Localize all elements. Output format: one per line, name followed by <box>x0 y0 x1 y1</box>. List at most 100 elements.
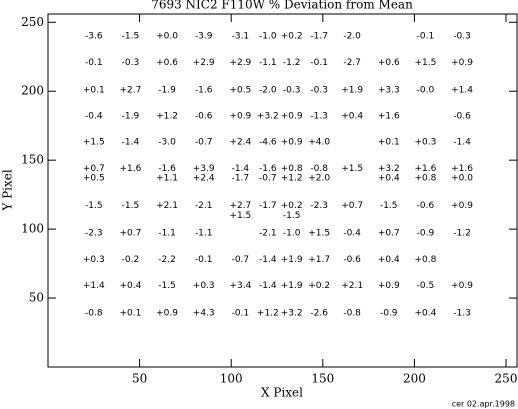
deviation-label: -3.1 <box>232 32 250 42</box>
deviation-label: -2.0 <box>343 32 361 42</box>
deviation-label: -1.5 <box>283 211 301 221</box>
deviation-label: -1.4 <box>259 255 277 265</box>
deviation-label: +3.2 <box>378 164 400 174</box>
deviation-label: +2.0 <box>308 174 330 184</box>
deviation-label: -0.7 <box>259 174 277 184</box>
deviation-label: +2.9 <box>229 58 251 68</box>
deviation-label: +0.7 <box>341 201 363 211</box>
deviation-label: -0.3 <box>310 85 328 95</box>
deviation-label: -0.1 <box>310 58 328 68</box>
deviation-label: -0.1 <box>195 255 213 265</box>
deviation-label: +0.9 <box>156 309 178 319</box>
deviation-label: -3.0 <box>158 138 176 148</box>
deviation-label: +0.4 <box>414 309 436 319</box>
deviation-label: +0.9 <box>229 112 251 122</box>
deviation-label: -0.8 <box>310 164 328 174</box>
deviation-label: -0.1 <box>85 58 103 68</box>
deviation-label: +1.6 <box>120 164 142 174</box>
deviation-label: -2.2 <box>158 255 176 265</box>
deviation-label: +0.1 <box>83 85 105 95</box>
chart-title: 7693 NIC2 F110W % Deviation from Mean <box>151 0 413 12</box>
x-tick-label: 150 <box>311 372 334 386</box>
deviation-label: +1.2 <box>257 309 279 319</box>
deviation-label: +0.4 <box>378 255 400 265</box>
deviation-label: -0.7 <box>195 138 213 148</box>
deviation-label: -1.0 <box>259 32 277 42</box>
deviation-label: +1.5 <box>83 138 105 148</box>
deviation-label: -1.7 <box>259 201 277 211</box>
deviation-label: +1.4 <box>451 85 473 95</box>
deviation-label: -0.8 <box>343 309 361 319</box>
deviation-label: +0.4 <box>341 112 363 122</box>
deviation-label: +3.2 <box>257 112 279 122</box>
deviation-label: -2.3 <box>85 229 103 239</box>
y-tick-label: 200 <box>21 84 44 98</box>
deviation-label: +2.1 <box>341 281 363 291</box>
deviation-label: -0.8 <box>85 309 103 319</box>
deviation-label: -1.0 <box>283 229 301 239</box>
deviation-label: +4.0 <box>308 138 330 148</box>
deviation-label: -1.7 <box>232 174 250 184</box>
deviation-label: +0.8 <box>414 255 436 265</box>
deviation-label: -1.4 <box>122 138 140 148</box>
deviation-label: +3.9 <box>193 164 215 174</box>
deviation-label: +0.0 <box>156 32 178 42</box>
deviation-label: -0.5 <box>417 281 435 291</box>
deviation-label: -1.1 <box>195 229 213 239</box>
deviation-label: +0.2 <box>281 201 303 211</box>
footer: cer 02.apr.1998 <box>452 400 515 409</box>
deviation-label: -0.1 <box>232 309 250 319</box>
deviation-label: -1.2 <box>283 58 301 68</box>
deviation-label: -1.1 <box>259 58 277 68</box>
x-tick-label: 250 <box>495 372 518 386</box>
deviation-label: -0.9 <box>417 229 435 239</box>
deviation-label: -1.7 <box>310 32 328 42</box>
deviation-label: +0.1 <box>378 138 400 148</box>
deviation-label: +0.9 <box>281 138 303 148</box>
deviation-label: +0.9 <box>451 281 473 291</box>
deviation-label: -0.1 <box>417 32 435 42</box>
deviation-label: +2.4 <box>193 174 215 184</box>
deviation-label: -0.2 <box>122 255 140 265</box>
deviation-label: +1.6 <box>378 112 400 122</box>
deviation-label: +0.3 <box>193 281 215 291</box>
deviation-label: -0.6 <box>453 112 471 122</box>
deviation-label: -1.4 <box>453 138 471 148</box>
deviation-label: +0.2 <box>281 32 303 42</box>
deviation-label: +1.7 <box>308 255 330 265</box>
deviation-label: -1.6 <box>195 85 213 95</box>
deviation-label: +3.4 <box>229 281 251 291</box>
deviation-label: +0.7 <box>120 229 142 239</box>
deviation-label: +1.5 <box>414 58 436 68</box>
deviation-label: +0.5 <box>83 174 105 184</box>
x-tick-label: 50 <box>132 372 147 386</box>
y-tick-label: 150 <box>21 153 44 167</box>
deviation-label: +2.4 <box>229 138 251 148</box>
deviation-label: -1.3 <box>310 112 328 122</box>
deviation-label: -2.7 <box>343 58 361 68</box>
deviation-label: +3.2 <box>281 309 303 319</box>
deviation-label: +2.9 <box>193 58 215 68</box>
deviation-label: -0.9 <box>380 309 398 319</box>
deviation-label: -1.5 <box>122 32 140 42</box>
deviation-label: +0.9 <box>281 112 303 122</box>
deviation-label: -2.1 <box>195 201 213 211</box>
deviation-label: +0.6 <box>156 58 178 68</box>
deviation-label: -1.6 <box>158 164 176 174</box>
deviation-label: -1.6 <box>259 164 277 174</box>
deviation-label: +0.7 <box>378 229 400 239</box>
deviation-label: +1.6 <box>451 164 473 174</box>
deviation-label: -1.5 <box>158 281 176 291</box>
deviation-label: -2.6 <box>310 309 328 319</box>
deviation-label: +0.9 <box>451 201 473 211</box>
x-tick-label: 100 <box>220 372 243 386</box>
deviation-label: -0.3 <box>283 85 301 95</box>
deviation-label: -2.0 <box>259 85 277 95</box>
deviation-label: -0.3 <box>122 58 140 68</box>
deviation-label: +0.8 <box>414 174 436 184</box>
deviation-label: +1.9 <box>281 255 303 265</box>
deviation-label: +0.3 <box>414 138 436 148</box>
deviation-label: +3.3 <box>378 85 400 95</box>
